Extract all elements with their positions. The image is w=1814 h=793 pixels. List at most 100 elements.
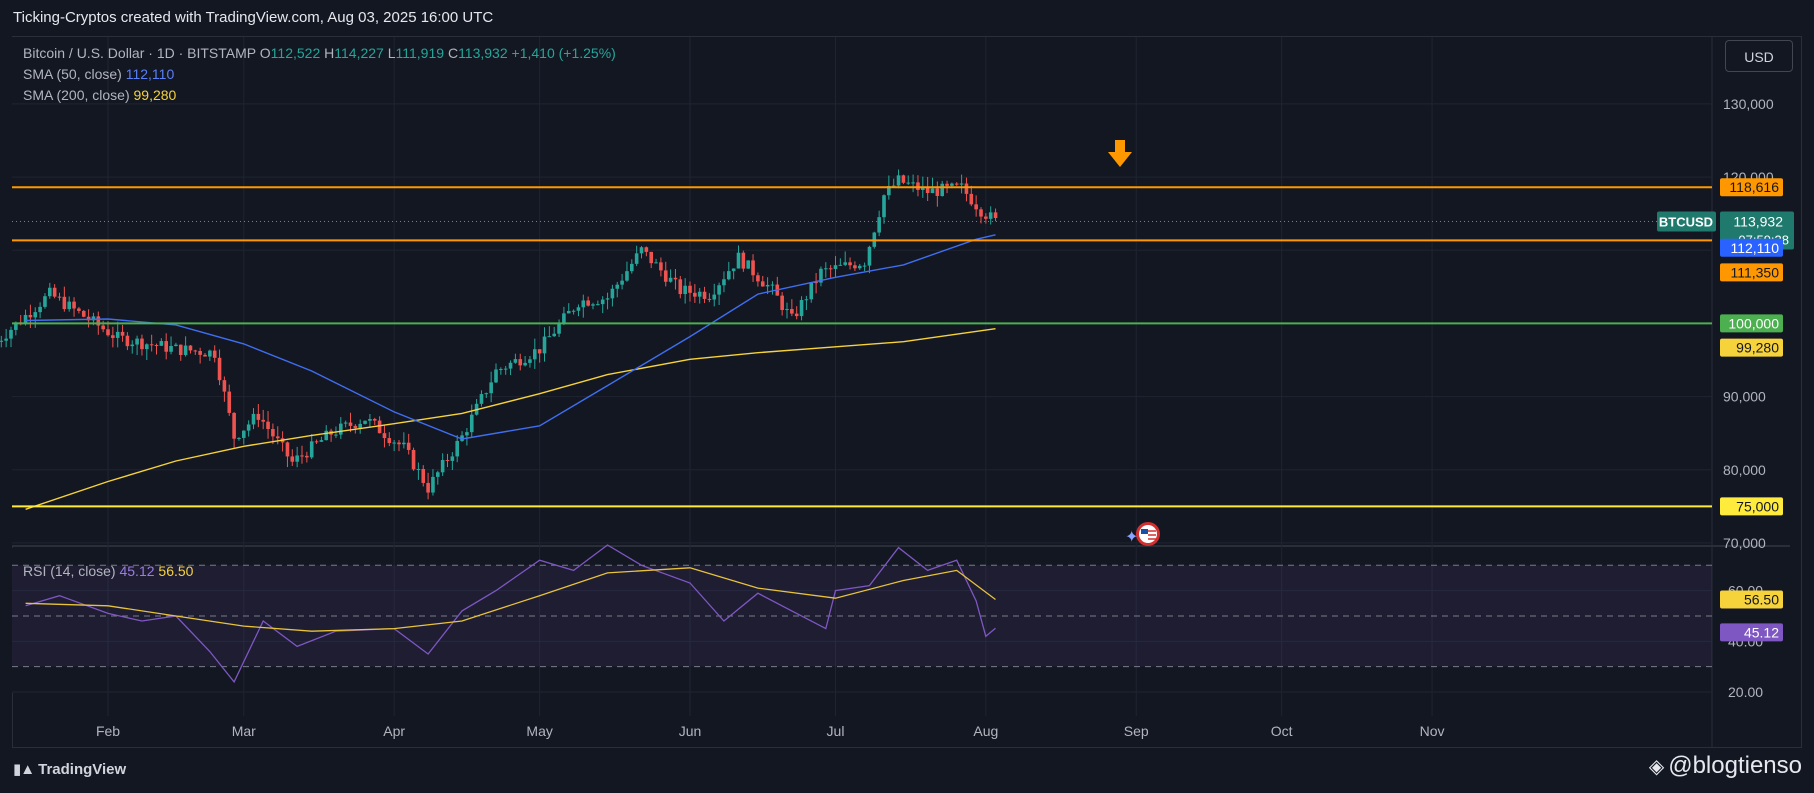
candle-body <box>285 442 290 457</box>
candle-body <box>625 271 629 281</box>
candle-body <box>465 432 469 436</box>
candle-body <box>130 344 135 347</box>
time-tick-label: Feb <box>96 723 120 739</box>
candle-body <box>445 460 450 462</box>
candle-body <box>911 182 915 184</box>
candle-body <box>877 217 881 233</box>
candle-body <box>23 314 28 324</box>
candle-body <box>145 344 149 350</box>
chart-header-title: Ticking-Cryptos created with TradingView… <box>0 0 1814 36</box>
candle-body <box>266 421 270 430</box>
rsi-ma-value: 56.50 <box>158 563 194 579</box>
candle-body <box>678 279 683 295</box>
candle-body <box>106 329 110 336</box>
price-tag-75000: 75,000 <box>1720 497 1783 516</box>
candle-body <box>571 310 576 312</box>
candle-body <box>503 368 508 370</box>
candle-body <box>901 175 906 183</box>
candle-body <box>188 345 193 351</box>
rsi-tag-ma: 56.50 <box>1720 590 1783 609</box>
candle-body <box>96 316 101 326</box>
candle-body <box>644 247 649 252</box>
rsi-tag-value-text: 45.12 <box>1744 624 1779 640</box>
candle-body <box>203 354 207 357</box>
candle-body <box>392 442 396 444</box>
candle-body <box>309 441 314 458</box>
sma200-line <box>25 328 996 510</box>
time-tick-label: Jun <box>679 723 702 739</box>
candle-body <box>945 183 949 186</box>
price-tag-75000-text: 75,000 <box>1736 498 1779 514</box>
currency-button[interactable]: USD <box>1725 40 1793 72</box>
candle-body <box>518 359 523 366</box>
candle-body <box>222 380 227 392</box>
rsi-tag-ma-bg <box>1720 590 1783 609</box>
candle-body <box>334 434 338 436</box>
time-tick-label: May <box>526 723 552 739</box>
candle-body <box>169 345 173 352</box>
candle-body <box>523 362 527 366</box>
price-tag-118616: 118,616 <box>1720 178 1783 197</box>
sma50-line <box>25 234 996 440</box>
candle-body <box>974 204 978 210</box>
price-tag-111350: 111,350 <box>1720 263 1783 282</box>
candle-body <box>256 413 261 420</box>
candle-body <box>339 423 343 435</box>
candle-body <box>479 394 484 404</box>
us-flag-event-icon[interactable]: ✦ <box>1125 522 1160 546</box>
candle-body <box>770 284 775 286</box>
candle-body <box>469 414 474 433</box>
candle-body <box>57 296 62 298</box>
price-tag-111350-bg <box>1720 263 1783 282</box>
candle-body <box>760 281 765 287</box>
candle-body <box>736 252 741 269</box>
open-value: 112,522 <box>270 45 321 61</box>
candle-body <box>416 468 421 470</box>
price-tag-75000-bg <box>1720 497 1783 516</box>
candle-body <box>950 183 954 186</box>
candle-body <box>654 262 658 264</box>
sma50-value: 112,110 <box>125 66 175 82</box>
candle-body <box>164 341 168 352</box>
candle-body <box>814 282 818 284</box>
low-value: 111,919 <box>395 45 445 61</box>
candle-body <box>421 468 426 483</box>
candle-body <box>382 433 387 439</box>
candle-body <box>115 331 120 338</box>
sparkle-icon: ✦ <box>1125 527 1138 546</box>
candle-body <box>979 209 983 217</box>
event-canton <box>1141 529 1148 534</box>
candle-body <box>314 441 319 443</box>
time-tick-label: Mar <box>232 723 256 739</box>
candle-body <box>43 296 47 307</box>
candle-body <box>921 186 925 190</box>
candle-body <box>615 284 620 289</box>
candle-body <box>528 359 532 363</box>
candle-body <box>853 265 857 269</box>
high-value: 114,227 <box>334 45 384 61</box>
price-tick-label: 90,000 <box>1723 389 1766 405</box>
candle-body <box>663 270 668 282</box>
candle-body <box>634 253 639 264</box>
symbol-tag-bg <box>1657 211 1716 232</box>
orange-down-arrow-icon <box>1108 140 1132 167</box>
candle-body <box>431 476 435 493</box>
price-tag-99280: 99,280 <box>1720 338 1783 357</box>
candle-body <box>183 345 188 355</box>
candle-body <box>562 313 566 324</box>
candle-body <box>300 455 304 457</box>
price-tag-100000-text: 100,000 <box>1728 315 1779 331</box>
candle-body <box>120 331 125 336</box>
candle-body <box>935 188 940 196</box>
candle-body <box>581 300 586 308</box>
price-tag-112110: 112,110 <box>1720 238 1783 257</box>
candle-body <box>547 336 552 338</box>
candle-body <box>149 344 154 346</box>
candle-body <box>125 335 130 347</box>
candle-body <box>484 393 489 395</box>
tradingview-logo[interactable]: ▮▲ TradingView <box>13 761 127 778</box>
candle-body <box>14 322 18 330</box>
candle-body <box>232 412 236 439</box>
candle-body <box>28 314 33 318</box>
